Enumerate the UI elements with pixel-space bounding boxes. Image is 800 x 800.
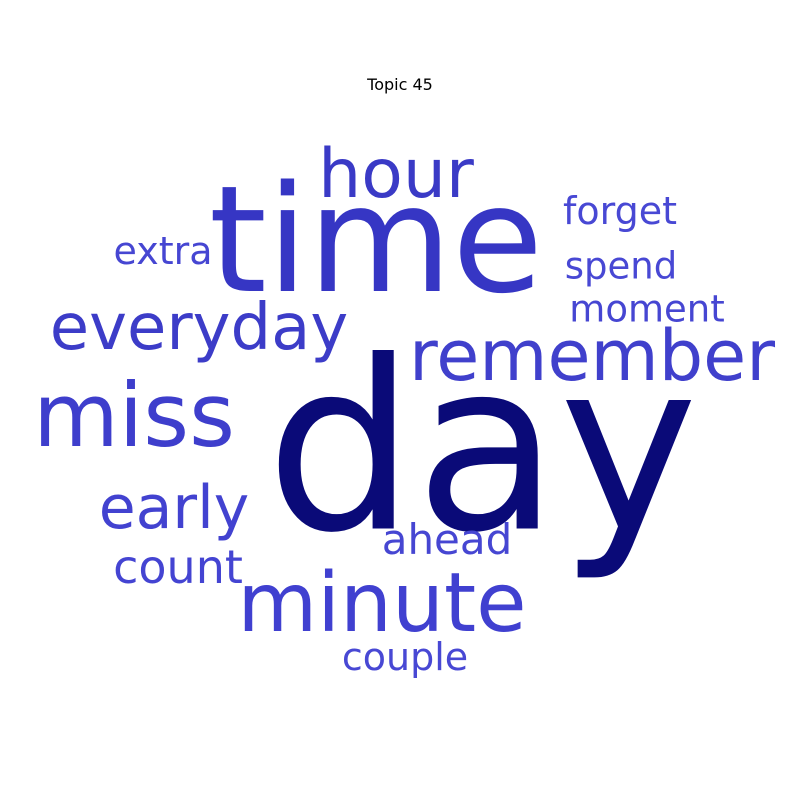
word-remember: remember — [408, 315, 776, 397]
word-couple: couple — [341, 635, 469, 679]
word-moment: moment — [569, 287, 725, 331]
word-miss: miss — [33, 364, 235, 467]
chart-title: Topic 45 — [367, 75, 433, 94]
word-minute: minute — [237, 556, 527, 651]
word-day: day — [265, 311, 699, 585]
word-extra: extra — [113, 229, 213, 273]
word-forget: forget — [563, 189, 677, 233]
word-spend: spend — [564, 244, 678, 288]
word-everyday: everyday — [49, 291, 349, 365]
word-early: early — [98, 473, 250, 543]
word-hour: hour — [318, 135, 474, 214]
word-ahead: ahead — [381, 515, 513, 564]
word-time: time — [208, 154, 544, 326]
word-count: count — [113, 540, 243, 594]
